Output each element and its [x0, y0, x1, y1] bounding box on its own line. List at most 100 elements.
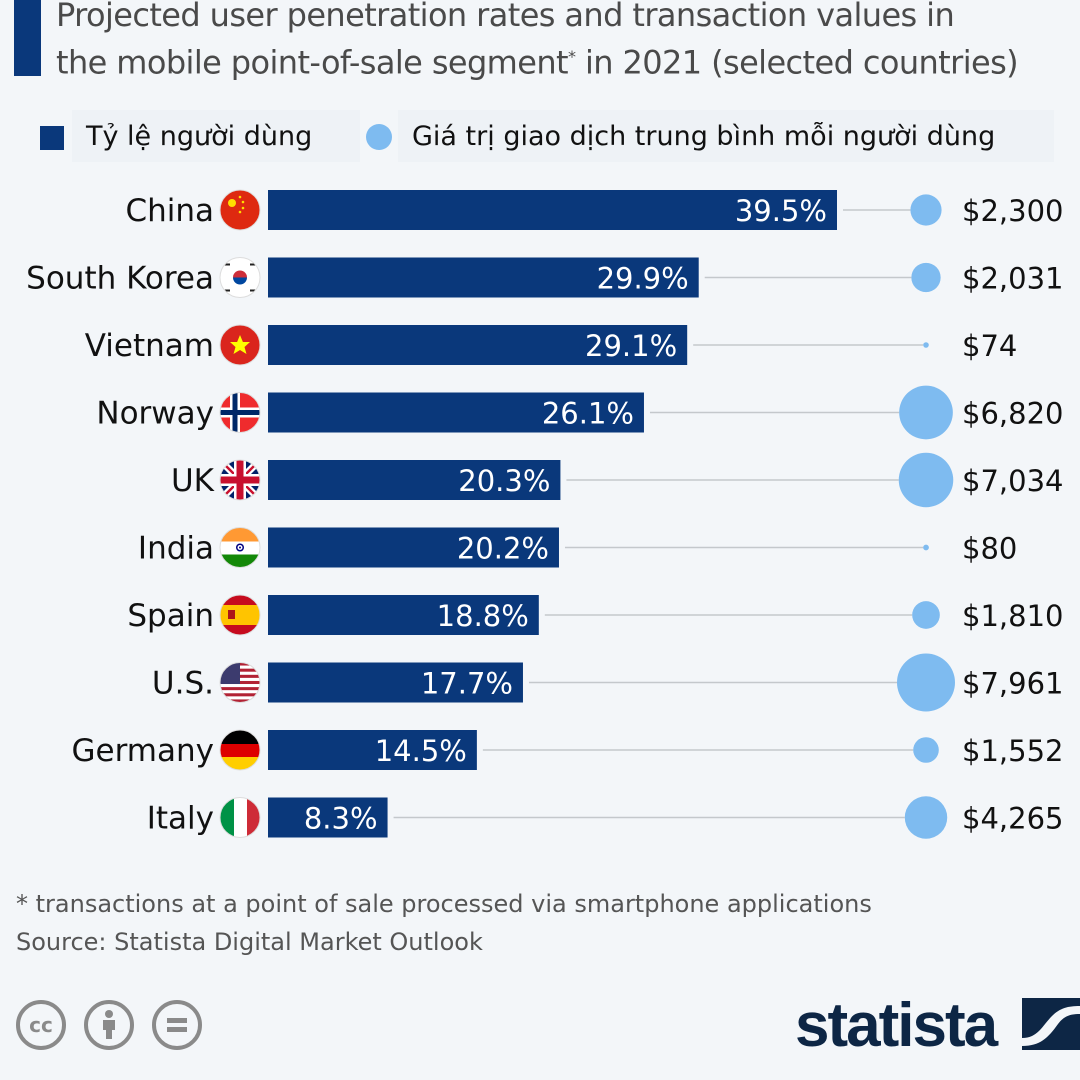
bar-value-label: 14.5% [375, 734, 467, 768]
bubble-value-label: $80 [962, 532, 1017, 566]
category-label: Norway [96, 396, 214, 432]
flag-part [239, 546, 241, 549]
china-flag-icon [219, 189, 261, 231]
title-line-2-rest: in 2021 (selected countries) [575, 43, 1019, 82]
flag-part [238, 210, 242, 214]
source: Source: Statista Digital Market Outlook [16, 928, 483, 956]
title-line-2-text: the mobile point-of-sale segment [56, 43, 569, 82]
title-line-2: the mobile point-of-sale segment* in 202… [56, 36, 1080, 84]
flag-outline [219, 189, 261, 231]
bar [268, 595, 539, 635]
flag-part [232, 392, 238, 433]
category-label: China [125, 193, 214, 229]
bubble [911, 262, 941, 293]
legend-square-icon [40, 126, 64, 150]
uk-flag-shape [220, 460, 260, 500]
italy-flag-shape [220, 797, 260, 838]
category-label: India [138, 531, 214, 567]
bar [268, 662, 523, 703]
south-korea-flag-icon [219, 257, 261, 298]
chart-row: South Korea 29.9% $2,031 [26, 257, 1063, 298]
bubble-value-label: $7,034 [962, 464, 1063, 498]
bubble [913, 737, 939, 763]
attribution-icon[interactable] [84, 1000, 134, 1050]
statista-logo-text: statista [795, 991, 998, 1060]
bar-value-label: 39.5% [735, 194, 827, 228]
vietnam-flag-icon [219, 324, 261, 366]
flag-part [220, 410, 260, 415]
bar-value-label: 20.2% [457, 532, 549, 566]
norway-flag-shape [220, 392, 260, 433]
chart-plot: China 39.5% $2,300 South Korea 29.9% $2,031 Vi… [26, 189, 1063, 839]
bubble [897, 653, 955, 712]
category-label: Vietnam [85, 328, 214, 364]
legend-label-transaction-value: Giá trị giao dịch trung bình mỗi người d… [412, 120, 996, 152]
china-flag-shape [220, 190, 260, 230]
bubble-value-label: $2,300 [962, 194, 1063, 228]
flag-part [230, 335, 250, 354]
bubble-value-label: $7,961 [962, 667, 1063, 701]
flag-outline [219, 324, 261, 366]
bar-value-label: 29.1% [585, 329, 677, 363]
flag-part [233, 270, 247, 278]
spain-flag-icon [219, 594, 261, 636]
flag-part [238, 195, 242, 199]
bubble-value-label: $1,552 [962, 734, 1063, 768]
no-derivatives-icon[interactable] [152, 1000, 202, 1050]
bar-value-label: 29.9% [597, 262, 689, 296]
bubble-value-label: $6,820 [962, 397, 1063, 431]
chart-title: Projected user penetration rates and tra… [56, 0, 1080, 84]
chart-row: Norway 26.1% $6,820 [96, 385, 1063, 440]
us-flag-icon [219, 662, 261, 703]
flag-outline [219, 729, 261, 771]
bar [268, 325, 688, 365]
flag-part [220, 757, 260, 770]
flag-outline [219, 797, 261, 838]
title-accent-bar [14, 0, 41, 76]
flag-outline [219, 527, 261, 568]
bar [268, 730, 477, 770]
flag-outline [219, 392, 261, 433]
chart-row: India 20.2% $80 [138, 527, 1017, 568]
flag-part [236, 460, 244, 500]
flag-part [228, 199, 236, 207]
bar-value-label: 17.7% [421, 667, 513, 701]
flag-part [220, 744, 260, 757]
statista-logo[interactable]: statista [795, 990, 998, 1061]
bar-value-label: 20.3% [458, 464, 550, 498]
germany-flag-icon [219, 729, 261, 771]
uk-flag-icon [219, 459, 261, 501]
chart-row: Italy 8.3% $4,265 [147, 796, 1063, 839]
south-korea-flag-shape [220, 257, 260, 298]
bubble-value-label: $4,265 [962, 802, 1063, 836]
bubble-value-label: $1,810 [962, 599, 1063, 633]
bar-value-label: 26.1% [542, 397, 634, 431]
cc-icon[interactable]: cc [16, 1000, 66, 1050]
footnote: * transactions at a point of sale proces… [16, 890, 872, 918]
legend-label-penetration: Tỷ lệ người dùng [86, 120, 313, 152]
bar-value-label: 18.8% [437, 599, 529, 633]
bubble-value-label: $2,031 [962, 262, 1063, 296]
category-label: Italy [147, 801, 214, 837]
norway-flag-icon [219, 392, 261, 433]
india-flag-icon [219, 527, 261, 568]
flag-part [220, 527, 260, 542]
statista-logo-icon [1022, 998, 1080, 1050]
flag-part [250, 263, 256, 266]
flag-outline [219, 594, 261, 636]
vietnam-flag-shape [220, 325, 260, 365]
bubble [910, 194, 942, 226]
flag-part [220, 690, 260, 694]
flag-part [220, 687, 260, 691]
bubble [899, 385, 953, 440]
flag-part [220, 699, 260, 703]
flag-part [220, 693, 260, 697]
flag-part [224, 289, 230, 292]
bubble [912, 601, 940, 629]
bar [268, 257, 699, 298]
category-label: U.S. [152, 666, 214, 702]
category-label: Germany [72, 733, 214, 769]
footnote-marker: * [567, 47, 576, 66]
flag-part [220, 696, 260, 700]
flag-outline [219, 459, 261, 501]
